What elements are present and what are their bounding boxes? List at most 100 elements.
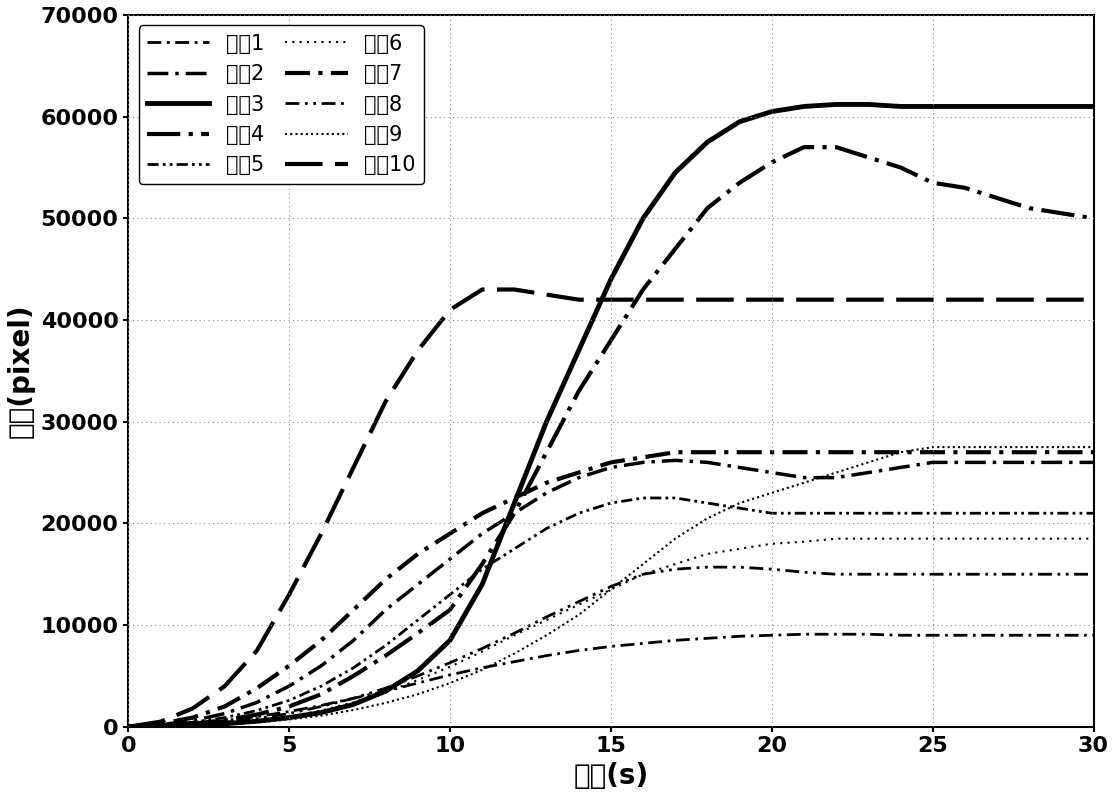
序列3	[154, 721, 167, 731]
序列6	[1087, 534, 1100, 544]
序列8	[122, 722, 135, 732]
序列3	[926, 102, 940, 112]
序列7	[443, 528, 456, 538]
序列5	[959, 508, 972, 518]
序列3	[1087, 102, 1100, 112]
序列9	[282, 715, 296, 724]
序列5	[218, 713, 231, 722]
序列6	[862, 534, 875, 544]
序列7	[508, 493, 521, 503]
序列3	[315, 708, 328, 717]
序列2	[1087, 457, 1100, 467]
序列6	[282, 712, 296, 721]
序列7	[797, 447, 810, 457]
序列6	[443, 662, 456, 672]
序列7	[186, 713, 200, 722]
序列1	[475, 663, 489, 673]
序列2	[926, 457, 940, 467]
序列2	[797, 473, 810, 482]
序列3	[282, 713, 296, 722]
序列3	[829, 100, 843, 109]
序列9	[475, 665, 489, 674]
序列9	[766, 488, 779, 497]
序列3	[990, 102, 1003, 112]
序列9	[411, 689, 424, 699]
序列8	[379, 683, 393, 693]
Line: 序列3: 序列3	[128, 104, 1094, 727]
序列8	[636, 570, 650, 579]
序列6	[186, 720, 200, 730]
X-axis label: 时间(s): 时间(s)	[574, 762, 648, 790]
序列10	[1087, 295, 1100, 304]
序列1	[733, 631, 747, 641]
序列7	[347, 605, 360, 614]
序列10	[218, 681, 231, 691]
序列5	[797, 508, 810, 518]
序列10	[733, 295, 747, 304]
序列6	[250, 716, 263, 725]
序列2	[282, 681, 296, 691]
序列2	[1055, 457, 1068, 467]
序列8	[250, 714, 263, 724]
序列9	[894, 447, 907, 457]
序列4	[540, 447, 554, 457]
序列3	[379, 686, 393, 696]
序列6	[540, 615, 554, 625]
序列5	[282, 696, 296, 705]
序列5	[508, 544, 521, 554]
序列6	[990, 534, 1003, 544]
序列2	[315, 661, 328, 670]
序列3	[411, 666, 424, 676]
序列1	[250, 712, 263, 721]
序列2	[894, 463, 907, 473]
序列1	[540, 651, 554, 661]
序列1	[573, 646, 586, 655]
序列10	[862, 295, 875, 304]
序列1	[154, 721, 167, 731]
序列7	[573, 468, 586, 477]
序列6	[508, 630, 521, 640]
序列10	[379, 397, 393, 406]
序列7	[733, 447, 747, 457]
序列4	[379, 651, 393, 661]
序列4	[315, 689, 328, 699]
序列3	[1055, 102, 1068, 112]
序列4	[733, 178, 747, 187]
序列10	[411, 346, 424, 355]
序列8	[797, 567, 810, 577]
序列10	[604, 295, 617, 304]
Line: 序列4: 序列4	[128, 147, 1094, 727]
序列4	[862, 152, 875, 162]
序列2	[959, 457, 972, 467]
序列10	[766, 295, 779, 304]
序列3	[766, 107, 779, 116]
序列3	[573, 346, 586, 355]
序列1	[411, 678, 424, 688]
序列9	[573, 611, 586, 620]
序列10	[508, 285, 521, 294]
序列2	[573, 473, 586, 482]
序列2	[122, 722, 135, 732]
序列4	[282, 701, 296, 711]
序列5	[475, 564, 489, 574]
序列8	[604, 582, 617, 591]
序列7	[218, 701, 231, 711]
序列5	[315, 681, 328, 691]
序列10	[315, 528, 328, 538]
序列10	[347, 463, 360, 473]
序列4	[636, 285, 650, 294]
序列3	[636, 214, 650, 223]
序列7	[475, 508, 489, 518]
序列8	[154, 721, 167, 731]
序列4	[347, 671, 360, 681]
序列5	[862, 508, 875, 518]
序列5	[636, 493, 650, 503]
序列6	[347, 697, 360, 707]
Line: 序列7: 序列7	[128, 452, 1094, 727]
序列6	[1022, 534, 1036, 544]
序列2	[508, 508, 521, 518]
序列2	[379, 605, 393, 614]
序列2	[475, 528, 489, 538]
序列7	[315, 635, 328, 645]
序列8	[894, 570, 907, 579]
